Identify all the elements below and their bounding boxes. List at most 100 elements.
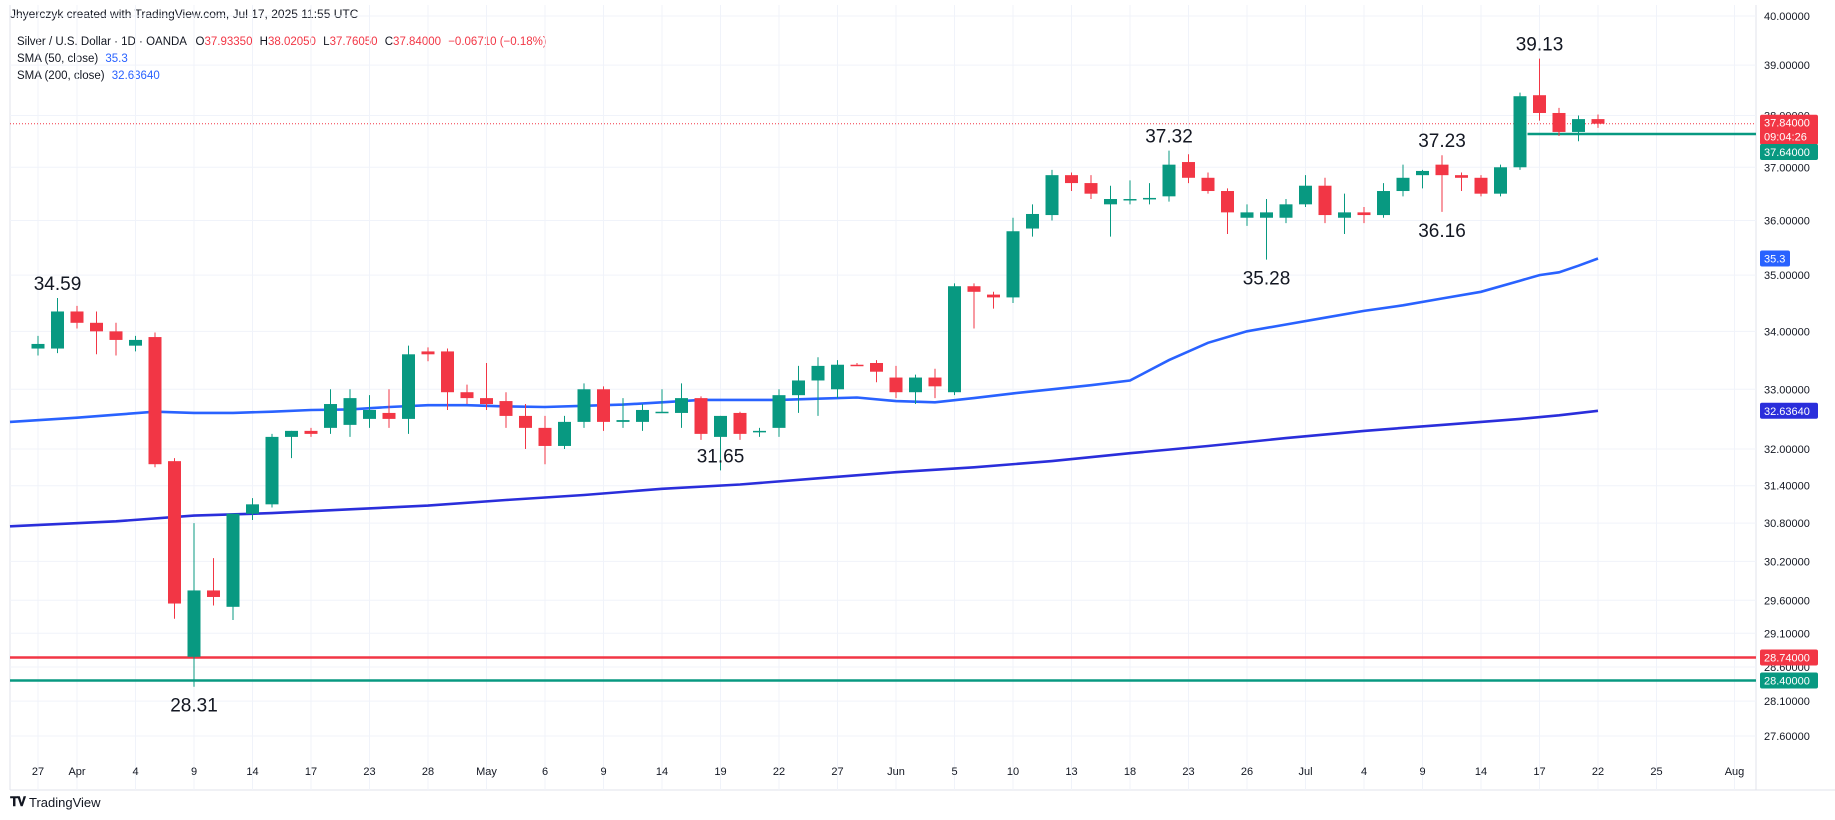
candle-body[interactable] — [1084, 183, 1098, 194]
candle-body[interactable] — [285, 430, 298, 437]
candle-body[interactable] — [831, 364, 844, 390]
candle-body[interactable] — [1318, 185, 1332, 216]
candle-body[interactable] — [1416, 170, 1429, 176]
x-tick-label: 9 — [1419, 766, 1425, 778]
x-tick-label: 22 — [773, 766, 785, 778]
candle-body[interactable] — [402, 354, 415, 419]
candle-body[interactable] — [480, 398, 493, 405]
symbol-legend-row[interactable]: Silver / U.S. Dollar · 1D · OANDA O37.93… — [17, 34, 547, 51]
candle-body[interactable] — [850, 364, 864, 367]
candle-body[interactable] — [1299, 185, 1312, 205]
high-value: 38.02050 — [267, 36, 316, 48]
candle-body[interactable] — [1143, 197, 1156, 200]
candle-body[interactable] — [694, 398, 708, 434]
candle-body[interactable] — [226, 513, 240, 607]
candle-body[interactable] — [675, 398, 688, 413]
candle-body[interactable] — [168, 461, 181, 604]
candle-body[interactable] — [304, 430, 318, 434]
candle-body[interactable] — [753, 430, 766, 433]
level-price-tag[interactable] — [1760, 672, 1818, 689]
candle-body[interactable] — [1104, 198, 1117, 205]
candle-body[interactable] — [324, 404, 337, 428]
candle-body[interactable] — [246, 504, 259, 514]
sma-value-tag[interactable] — [1760, 250, 1790, 267]
candle-body[interactable] — [948, 286, 961, 393]
candle-body[interactable] — [1455, 175, 1468, 178]
candle-body[interactable] — [265, 436, 279, 505]
level-price-tag[interactable] — [1760, 649, 1818, 666]
candle-body[interactable] — [967, 286, 981, 292]
candle-body[interactable] — [655, 411, 669, 414]
candle-body[interactable] — [519, 415, 532, 428]
candle-body[interactable] — [1045, 175, 1059, 216]
candle-body[interactable] — [363, 409, 376, 419]
candle-body[interactable] — [538, 427, 552, 446]
last-price-tag[interactable] — [1760, 114, 1818, 145]
candle-body[interactable] — [577, 389, 591, 422]
candle-body[interactable] — [1162, 164, 1176, 197]
candle-body[interactable] — [1513, 96, 1527, 168]
candle-body[interactable] — [1338, 212, 1351, 218]
candle-body[interactable] — [1552, 112, 1566, 132]
y-tick-label: 40.00000 — [1764, 11, 1810, 23]
candle-body[interactable] — [1026, 213, 1039, 229]
sma50-legend-row[interactable]: SMA (50, close) 35.3 — [17, 51, 547, 68]
candle-body[interactable] — [1591, 119, 1605, 124]
candle-body[interactable] — [597, 389, 610, 422]
candle-body[interactable] — [616, 420, 630, 422]
level-price-tag[interactable] — [1760, 143, 1818, 160]
candle-body[interactable] — [1065, 175, 1078, 184]
candle-body[interactable] — [870, 362, 883, 372]
candle-body[interactable] — [499, 401, 513, 416]
candle-body[interactable] — [460, 392, 474, 399]
candle-body[interactable] — [441, 351, 454, 393]
candle-body[interactable] — [1494, 167, 1507, 194]
candle-body[interactable] — [1572, 119, 1585, 132]
candle-body[interactable] — [90, 322, 103, 332]
candle-body[interactable] — [31, 343, 45, 349]
candle-body[interactable] — [1201, 177, 1215, 192]
candle-body[interactable] — [889, 377, 903, 393]
candle-body[interactable] — [714, 415, 727, 437]
sma-value-tag[interactable] — [1760, 402, 1818, 419]
candle-body[interactable] — [1123, 198, 1137, 201]
close-value: 37.84000 — [393, 36, 442, 48]
y-tick-label: 39.00000 — [1764, 60, 1810, 72]
candle-body[interactable] — [987, 294, 1000, 298]
level-price-tag-text: 37.64000 — [1764, 147, 1810, 159]
sma-50-line[interactable] — [9, 257, 1599, 424]
candle-body[interactable] — [733, 412, 747, 434]
candle-body[interactable] — [1182, 162, 1195, 178]
sma-200-line[interactable] — [9, 409, 1599, 528]
candle-body[interactable] — [129, 339, 142, 346]
candle-body[interactable] — [187, 590, 201, 657]
candle-body[interactable] — [1221, 191, 1234, 213]
candle-body[interactable] — [51, 311, 64, 349]
candle-body[interactable] — [636, 409, 649, 422]
candle-body[interactable] — [343, 398, 357, 425]
candle-body[interactable] — [1240, 212, 1254, 218]
candle-body[interactable] — [909, 377, 922, 393]
candle-body[interactable] — [558, 421, 571, 446]
candle-body[interactable] — [1533, 95, 1546, 113]
candle-body[interactable] — [1396, 177, 1410, 192]
candle-body[interactable] — [207, 590, 220, 597]
candle-body[interactable] — [1474, 177, 1488, 194]
candle-body[interactable] — [792, 380, 805, 396]
candle-body[interactable] — [1006, 231, 1020, 298]
candle-body[interactable] — [772, 395, 786, 428]
tradingview-footer[interactable]: 𝐓𝐕 TradingView — [10, 794, 101, 810]
candle-body[interactable] — [109, 331, 123, 340]
candle-body[interactable] — [1357, 212, 1371, 216]
candle-body[interactable] — [1377, 191, 1390, 216]
candle-body[interactable] — [928, 377, 942, 387]
candle-body[interactable] — [1260, 212, 1273, 218]
candle-body[interactable] — [148, 337, 162, 465]
candle-body[interactable] — [382, 412, 396, 419]
candle-body[interactable] — [811, 365, 825, 381]
candle-body[interactable] — [421, 351, 435, 355]
candle-body[interactable] — [1435, 164, 1449, 176]
candle-body[interactable] — [70, 311, 84, 323]
candle-body[interactable] — [1279, 204, 1293, 218]
